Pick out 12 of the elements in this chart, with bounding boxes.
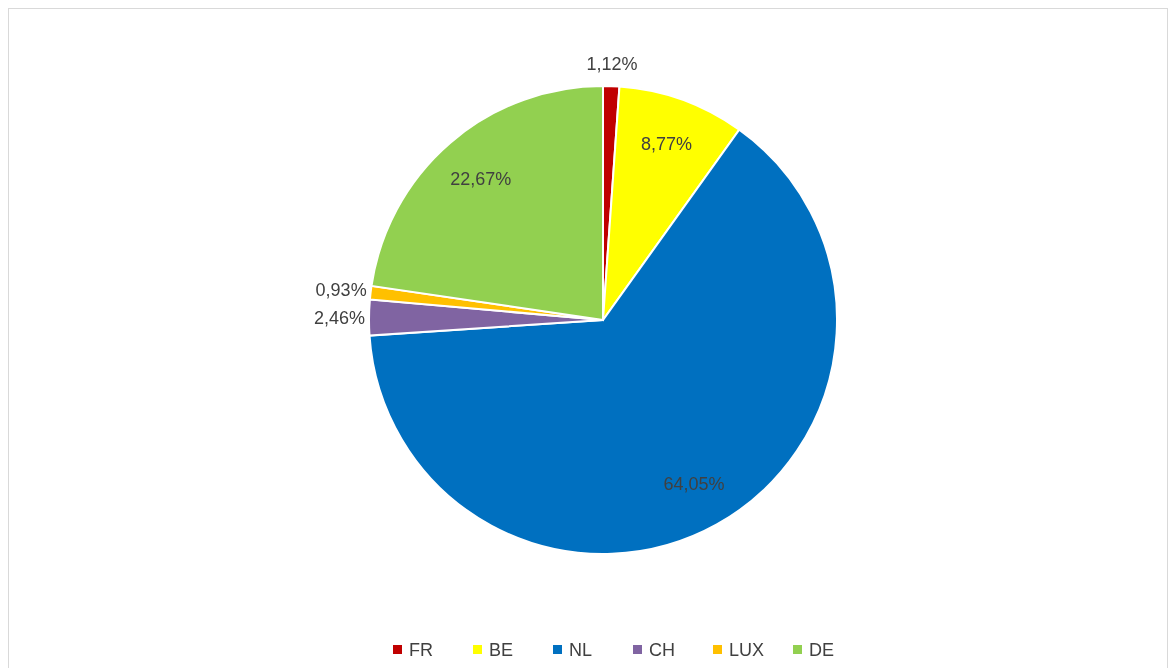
legend-label: CH — [649, 640, 675, 661]
legend-label: FR — [409, 640, 433, 661]
legend-label: LUX — [729, 640, 765, 661]
data-label: 2,46% — [313, 307, 366, 328]
data-label: 64,05% — [663, 473, 725, 494]
data-label: 1,12% — [586, 54, 638, 75]
legend-label: NL — [569, 640, 593, 661]
data-label: 8,77% — [640, 134, 692, 155]
legend-label: BE — [489, 640, 514, 661]
data-label: 0,93% — [315, 280, 367, 301]
legend-label: DE — [809, 640, 835, 661]
data-label: 22,67% — [450, 168, 512, 189]
